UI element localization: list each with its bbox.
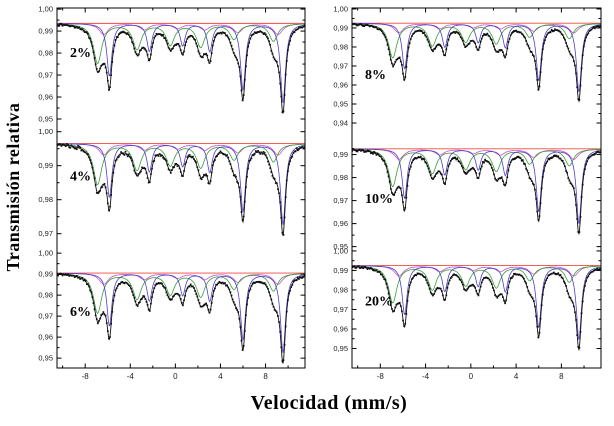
y-tick-label: 1,00: [38, 249, 53, 258]
x-ticks: [357, 8, 585, 368]
fit-curve-sextet-inner-blue: [57, 23, 305, 103]
fit-curve-sextet-minor-magenta: [352, 148, 601, 160]
fit-curve-sextet-minor-magenta: [57, 23, 305, 36]
fit-curve-sextet-inner-blue: [352, 265, 601, 340]
y-tick-label: 0,97: [333, 61, 348, 70]
fit-curve-sextet-inner-blue: [352, 23, 601, 93]
fit-curve-sextet-outer-green: [352, 23, 601, 59]
y-tick-label: 0,95: [38, 115, 53, 124]
x-tick-label: -8: [82, 372, 90, 381]
fit-curve-sextet-outer-green: [352, 149, 601, 188]
y-tick-label: 0,99: [38, 27, 53, 36]
y-tick-label: 0,98: [38, 291, 53, 300]
x-tick-label: 8: [263, 372, 268, 381]
fit-curve-sextet-inner-blue: [57, 272, 305, 353]
panel-label-8pct: 8%: [365, 68, 386, 83]
x-tick-label: -4: [127, 372, 135, 381]
y-tick-label: 1,00: [38, 5, 53, 14]
y-tick-label: 0,95: [333, 100, 348, 109]
y-tick-label: 0,99: [333, 266, 348, 275]
y-tick-label: 0,97: [333, 196, 348, 205]
fit-curve-sextet-outer-green: [57, 143, 305, 186]
data-points: [57, 143, 305, 236]
fit-curve-sextet-inner-blue: [352, 148, 601, 224]
data-points: [352, 147, 601, 233]
y-axis-title: Transmisión relativa: [3, 102, 23, 272]
y-tick-label: 0,97: [38, 312, 53, 321]
spectrum-panel-20pct: [352, 265, 601, 352]
fit-envelope: [352, 23, 601, 103]
fit-curve-sextet-inner-blue: [57, 143, 305, 225]
x-ticks: [62, 8, 289, 368]
fit-curve-sextet-outer-green: [57, 23, 305, 65]
y-tick-label: 0,96: [38, 333, 53, 342]
data-points: [352, 265, 601, 349]
panel-frame: [351, 7, 602, 369]
y-tick-label: 0,97: [38, 229, 53, 238]
data-points: [57, 22, 305, 114]
y-tick-label: 0,95: [38, 354, 53, 363]
y-tick-label: 1,00: [38, 127, 53, 136]
y-tick-label: 0,98: [38, 195, 53, 204]
y-tick-label: 0,99: [333, 23, 348, 32]
x-tick-label: 4: [514, 372, 519, 381]
y-tick-label: 0,99: [38, 161, 53, 170]
y-tick-label: 1,00: [333, 246, 348, 255]
fit-curve-sextet-minor-magenta: [57, 272, 305, 285]
y-tick-label: 0,96: [333, 324, 348, 333]
y-ticks: [352, 250, 601, 349]
y-tick-label: 0,95: [333, 242, 348, 251]
panel-label-2pct: 2%: [70, 46, 91, 61]
fit-curve-sextet-outer-green: [352, 265, 601, 304]
y-tick-label: 1,00: [333, 4, 348, 13]
spectrum-panel-4pct: [57, 143, 305, 236]
fit-curve-sextet-minor-magenta: [352, 265, 601, 277]
y-tick-label: 0,97: [38, 71, 53, 80]
x-tick-label: 0: [469, 372, 474, 381]
x-tick-label: -8: [377, 372, 385, 381]
y-tick-label: 0,97: [333, 305, 348, 314]
y-tick-label: 0,99: [333, 150, 348, 159]
y-tick-label: 0,99: [38, 270, 53, 279]
x-axis-title: Velocidad (mm/s): [250, 392, 408, 414]
panel-frame: [56, 7, 306, 369]
panel-label-6pct: 6%: [70, 305, 91, 320]
panel-label-4pct: 4%: [70, 169, 91, 184]
fit-envelope: [57, 273, 305, 364]
y-tick-label: 0,95: [333, 344, 348, 353]
y-tick-label: 0,94: [333, 119, 348, 128]
y-tick-label: 0,98: [38, 49, 53, 58]
x-tick-label: 8: [559, 372, 564, 381]
y-ticks: [352, 8, 601, 124]
y-ticks: [352, 154, 601, 248]
spectrum-panel-6pct: [57, 272, 305, 364]
fit-envelope: [57, 144, 305, 236]
x-tick-label: -4: [422, 372, 430, 381]
spectrum-panel-10pct: [352, 147, 601, 236]
y-tick-label: 0,96: [38, 93, 53, 102]
y-tick-label: 0,98: [333, 42, 348, 51]
y-tick-label: 0,98: [333, 173, 348, 182]
fit-curve-sextet-minor-magenta: [57, 143, 305, 156]
fit-curve-sextet-outer-green: [57, 273, 305, 314]
x-tick-label: 4: [218, 372, 223, 381]
x-tick-label: 0: [173, 372, 178, 381]
panel-label-20pct: 20%: [365, 295, 393, 310]
data-points: [57, 272, 305, 362]
spectrum-panel-8pct: [352, 22, 601, 103]
panel-label-10pct: 10%: [365, 192, 393, 207]
data-points: [352, 22, 601, 101]
y-tick-label: 0,96: [333, 219, 348, 228]
y-tick-label: 0,98: [333, 285, 348, 294]
fit-curve-sextet-minor-magenta: [352, 23, 601, 34]
y-tick-label: 0,96: [333, 80, 348, 89]
spectrum-panel-2pct: [57, 22, 305, 114]
